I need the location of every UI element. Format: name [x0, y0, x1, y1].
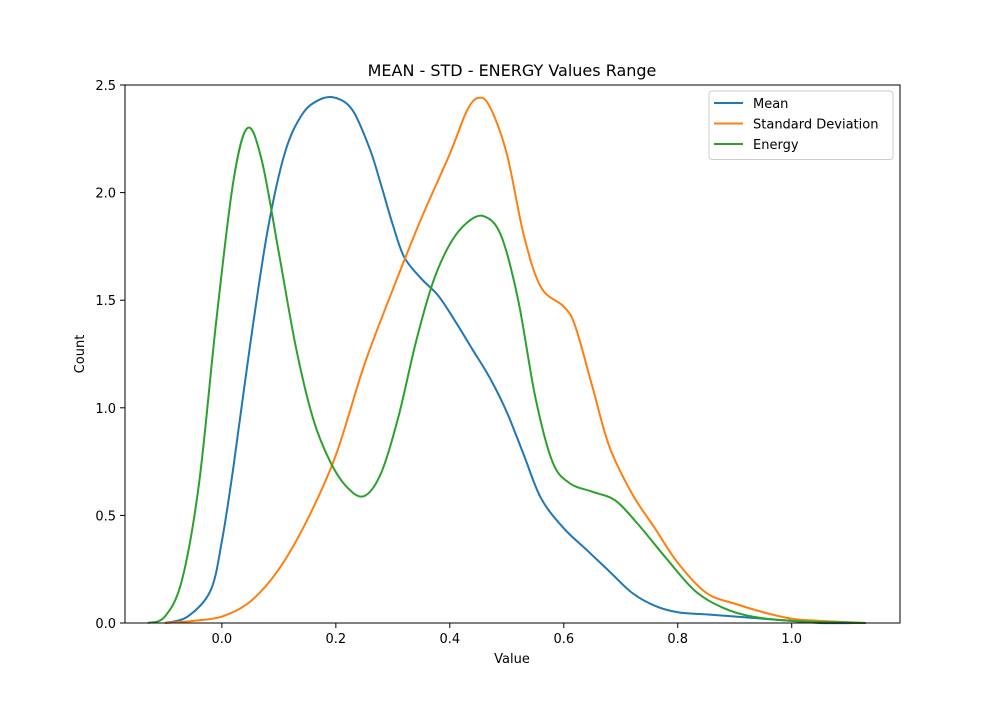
legend: Mean Standard Deviation Energy [708, 90, 894, 160]
series-line-energy [147, 126, 866, 624]
x-tick-label: 1.0 [781, 632, 802, 647]
x-tick-label: 0.0 [212, 632, 233, 647]
y-tick-label: 1.5 [95, 294, 116, 309]
y-tick-label: 0.0 [95, 617, 116, 632]
y-tick-label: 0.5 [95, 509, 116, 524]
series-line-mean [164, 96, 866, 625]
x-tick-label: 0.6 [553, 632, 574, 647]
chart-title: MEAN - STD - ENERGY Values Range [368, 61, 657, 80]
legend-label-standard-deviation: Standard Deviation [753, 118, 878, 133]
series-line-standard-deviation [164, 96, 866, 624]
legend-box [708, 90, 894, 160]
series-layer [147, 96, 866, 625]
x-axis-label: Value [494, 652, 530, 667]
x-tick-label: 0.4 [439, 632, 460, 647]
x-tick-label: 0.2 [326, 632, 347, 647]
y-tick-label: 2.5 [95, 79, 116, 94]
y-axis-label: Count [73, 335, 88, 374]
plot-frame [124, 84, 901, 624]
x-axis: 0.0 0.2 0.4 0.6 0.8 1.0 [212, 623, 802, 647]
y-tick-label: 2.0 [95, 187, 116, 202]
legend-label-mean: Mean [753, 97, 788, 112]
y-tick-label: 1.0 [95, 402, 116, 417]
x-tick-label: 0.8 [667, 632, 688, 647]
y-axis: 0.0 0.5 1.0 1.5 2.0 2.5 [95, 79, 125, 632]
legend-label-energy: Energy [753, 138, 799, 153]
